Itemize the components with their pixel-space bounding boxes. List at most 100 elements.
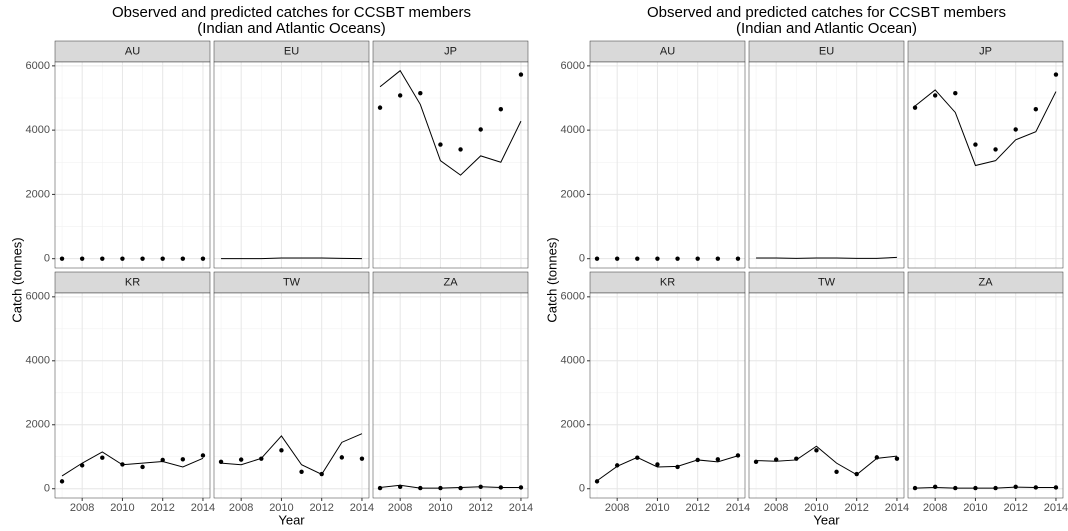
observed-point [59, 479, 65, 484]
y-tick-label: 4000 [561, 124, 585, 136]
observed-point [218, 459, 224, 465]
panel-border [907, 61, 1064, 269]
panel [373, 62, 528, 268]
x-tick-label: 2012 [1003, 502, 1027, 514]
x-tick-label: 2010 [645, 502, 669, 514]
strip-label: KR [125, 276, 140, 288]
observed-point [160, 256, 165, 261]
observed-point [834, 469, 839, 474]
observed-point [1033, 107, 1039, 112]
observed-point [993, 485, 998, 491]
observed-point [59, 256, 65, 261]
strip-label: JP [979, 45, 992, 57]
panel [749, 293, 904, 498]
observed-point [614, 463, 620, 468]
chart-title: Observed and predicted catches for CCSBT… [112, 4, 471, 21]
observed-point [200, 453, 206, 458]
panel [590, 62, 745, 268]
strip-label: TW [283, 276, 301, 288]
y-tick-label: 2000 [26, 188, 50, 200]
observed-point [675, 464, 680, 470]
observed-point [438, 142, 443, 147]
observed-point [200, 256, 206, 261]
x-tick-label: 2012 [468, 502, 492, 514]
panel-border [372, 292, 529, 499]
panel-border [748, 61, 905, 269]
x-tick-label: 2014 [509, 502, 533, 514]
panel [55, 293, 210, 498]
panel-border [748, 292, 905, 499]
x-tick-label: 2014 [885, 502, 909, 514]
observed-point [140, 464, 145, 470]
observed-point [614, 256, 620, 261]
observed-point [478, 484, 483, 490]
panel-border [589, 61, 746, 269]
y-tick-label: 6000 [26, 60, 50, 72]
observed-point [932, 484, 938, 490]
chart-subtitle: (Indian and Atlantic Ocean) [736, 20, 917, 37]
strip-label: ZA [978, 276, 993, 288]
x-tick-label: 2008 [605, 502, 629, 514]
observed-point [299, 469, 304, 474]
observed-point [100, 455, 105, 460]
x-tick-label: 2012 [685, 502, 709, 514]
strip-label: JP [444, 45, 457, 57]
panel-border [372, 61, 529, 269]
x-tick-label: 2010 [804, 502, 828, 514]
y-tick-label: 2000 [561, 419, 585, 431]
observed-point [279, 448, 284, 453]
y-axis-title: Catch (tonnes) [544, 237, 559, 322]
observed-point [635, 455, 640, 460]
observed-point [100, 256, 105, 261]
y-tick-label: 6000 [561, 60, 585, 72]
predicted-line [379, 69, 522, 176]
panel [590, 293, 745, 498]
observed-point [259, 456, 264, 461]
observed-point [1013, 127, 1018, 132]
observed-point [458, 147, 463, 152]
strip-label: AU [125, 45, 140, 57]
chart-subtitle: (Indian and Atlantic Oceans) [197, 20, 385, 37]
observed-point [912, 105, 918, 110]
observed-point [973, 142, 978, 147]
x-tick-label: 2008 [229, 502, 253, 514]
observed-point [238, 457, 244, 462]
panel [55, 62, 210, 268]
observed-point [953, 90, 958, 96]
observed-point [854, 471, 859, 477]
observed-point [635, 256, 640, 261]
x-tick-label: 2014 [726, 502, 750, 514]
strip-label: KR [660, 276, 675, 288]
panel-border [907, 292, 1064, 499]
observed-point [814, 448, 819, 453]
x-tick-label: 2010 [963, 502, 987, 514]
observed-point [773, 457, 779, 462]
panel [749, 62, 904, 268]
panel-border [213, 292, 370, 499]
strip-label: AU [660, 45, 675, 57]
panel-border [213, 61, 370, 269]
x-tick-label: 2008 [70, 502, 94, 514]
observed-point [1013, 484, 1018, 490]
observed-point [735, 453, 741, 458]
x-tick-label: 2008 [388, 502, 412, 514]
observed-point [912, 485, 918, 491]
observed-point [498, 107, 504, 112]
observed-point [655, 462, 660, 467]
strip-label: TW [818, 276, 836, 288]
observed-point [339, 455, 345, 460]
observed-point [695, 256, 700, 261]
predicted-line [914, 89, 1057, 167]
observed-point [594, 479, 600, 484]
y-tick-label: 0 [44, 253, 50, 265]
observed-point [79, 256, 85, 261]
observed-point [359, 456, 365, 461]
observed-point [120, 462, 125, 467]
predicted-line [756, 445, 898, 476]
observed-point [498, 485, 504, 490]
chart-title: Observed and predicted catches for CCSBT… [647, 4, 1006, 21]
observed-point [397, 93, 403, 98]
observed-point [319, 471, 324, 477]
